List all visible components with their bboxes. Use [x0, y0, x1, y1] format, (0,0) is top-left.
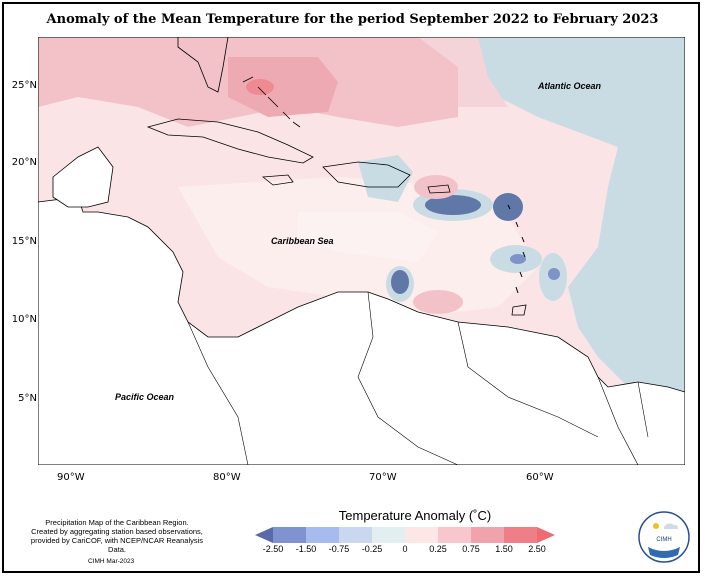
land-puerto-rico: [427, 184, 451, 194]
lat-tick-15n: 15°N: [11, 236, 37, 247]
map-title: Anomaly of the Mean Temperature for the …: [46, 12, 659, 27]
land-florida: [177, 37, 229, 93]
country-borders: [187, 291, 649, 465]
legend-swatch: [273, 527, 307, 543]
legend-swatch: [306, 527, 340, 543]
legend-tick-label: -0.75: [328, 544, 350, 554]
legend-tick-label: -0.25: [361, 544, 383, 554]
legend-tick-label: -2.50: [262, 544, 284, 554]
cimh-logo: CIMH: [638, 511, 690, 563]
lat-tick-5n: 5°N: [18, 393, 37, 404]
legend-swatch: [405, 527, 439, 543]
legend-tick-label: -1.50: [295, 544, 317, 554]
land-bahamas: [242, 76, 301, 128]
cool-spot-pr: [425, 195, 481, 215]
lon-tick-80w: 80°W: [213, 472, 241, 483]
land-jamaica: [261, 174, 294, 186]
caption-date: CIMH Mar-2023: [88, 558, 135, 565]
land-yucatan: [52, 146, 114, 208]
legend-swatch: [372, 527, 406, 543]
label-pacific: Pacific Ocean: [115, 392, 175, 402]
label-atlantic: Atlantic Ocean: [537, 81, 602, 91]
legend-tick-label: 0: [402, 544, 408, 554]
sun-icon: [653, 523, 659, 529]
caption: Precipitation Map of the Caribbean Regio…: [22, 518, 212, 554]
legend-tick-label: 0.75: [462, 544, 480, 554]
waves-icon: [648, 547, 680, 558]
caption-line-1: Precipitation Map of the Caribbean Regio…: [45, 518, 189, 527]
legend-swatch: [471, 527, 505, 543]
land-lesser-antilles: [507, 204, 526, 294]
label-caribbean: Caribbean Sea: [271, 236, 334, 246]
land-cuba: [146, 118, 314, 164]
lon-tick-60w: 60°W: [526, 472, 554, 483]
lat-tick-10n: 10°N: [11, 314, 37, 325]
lat-tick-25n: 25°N: [11, 80, 37, 91]
legend-tick-label: 2.50: [528, 544, 546, 554]
land-hispaniola: [322, 161, 411, 188]
caption-line-2: Created by aggregating station based obs…: [31, 527, 203, 536]
caption-line-3: provided by CariCOF, with NCEP/NCAR Rean…: [30, 536, 204, 554]
legend-swatch-high: [537, 527, 555, 543]
land-americas: [38, 196, 685, 465]
legend-title: Temperature Anomaly (˚C): [338, 508, 492, 523]
legend-tick-label: 0.25: [429, 544, 447, 554]
cool-spot-hispaniola: [358, 155, 413, 202]
legend-colorbar: [255, 527, 555, 543]
lon-tick-90w: 90°W: [57, 472, 85, 483]
cloud-icon: [664, 523, 678, 529]
lon-tick-70w: 70°W: [369, 472, 397, 483]
anomaly-map: Atlantic Ocean Caribbean Sea Pacific Oce…: [38, 37, 685, 465]
legend-swatch: [438, 527, 472, 543]
lat-tick-20n: 20°N: [11, 157, 37, 168]
atlantic-cool-region: [468, 37, 685, 417]
legend-swatch: [339, 527, 373, 543]
legend-swatch: [504, 527, 538, 543]
legend-swatch-low: [255, 527, 273, 543]
land-trinidad: [511, 304, 527, 316]
legend-tick-label: 1.50: [495, 544, 513, 554]
logo-text: CIMH: [656, 537, 671, 543]
